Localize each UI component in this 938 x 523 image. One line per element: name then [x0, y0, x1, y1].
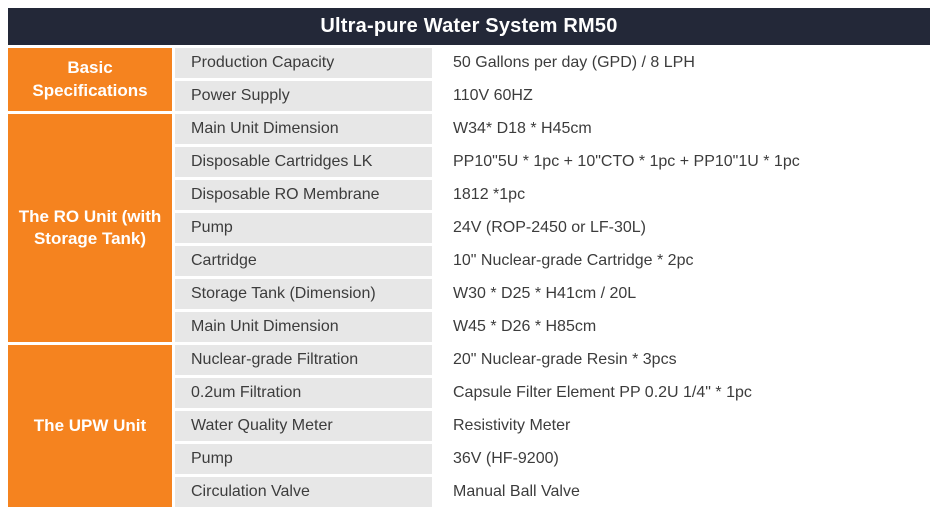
spec-label: Production Capacity	[175, 48, 432, 78]
spec-value: W34* D18 * H45cm	[432, 114, 930, 144]
group-label-basic-specifications: Basic Specifications	[8, 48, 172, 111]
spec-label: Cartridge	[175, 246, 432, 276]
spec-value: 110V 60HZ	[432, 81, 930, 111]
spec-value: 10" Nuclear-grade Cartridge * 2pc	[432, 246, 930, 276]
spec-value: Resistivity Meter	[432, 411, 930, 441]
group-rows: Nuclear-grade Filtration 20" Nuclear-gra…	[175, 345, 930, 507]
spec-label: Main Unit Dimension	[175, 114, 432, 144]
spec-label: 0.2um Filtration	[175, 378, 432, 408]
spec-value: 24V (ROP-2450 or LF-30L)	[432, 213, 930, 243]
spec-value: Capsule Filter Element PP 0.2U 1/4" * 1p…	[432, 378, 930, 408]
spec-value: PP10"5U * 1pc + 10"CTO * 1pc + PP10"1U *…	[432, 147, 930, 177]
spec-label: Storage Tank (Dimension)	[175, 279, 432, 309]
spec-label: Pump	[175, 213, 432, 243]
spec-label: Water Quality Meter	[175, 411, 432, 441]
group-rows: Production Capacity 50 Gallons per day (…	[175, 48, 930, 111]
table-row: Main Unit Dimension W45 * D26 * H85cm	[175, 312, 930, 342]
table-row: Main Unit Dimension W34* D18 * H45cm	[175, 114, 930, 144]
table-row: Disposable Cartridges LK PP10"5U * 1pc +…	[175, 147, 930, 177]
spec-label: Disposable Cartridges LK	[175, 147, 432, 177]
group-label-upw-unit: The UPW Unit	[8, 345, 172, 507]
table-row: Power Supply 110V 60HZ	[175, 81, 930, 111]
table-row: Pump 24V (ROP-2450 or LF-30L)	[175, 213, 930, 243]
spec-value: 50 Gallons per day (GPD) / 8 LPH	[432, 48, 930, 78]
spec-value: W30 * D25 * H41cm / 20L	[432, 279, 930, 309]
table-row: Cartridge 10" Nuclear-grade Cartridge * …	[175, 246, 930, 276]
spec-value: 20" Nuclear-grade Resin * 3pcs	[432, 345, 930, 375]
table-row: Water Quality Meter Resistivity Meter	[175, 411, 930, 441]
table-row: Disposable RO Membrane 1812 *1pc	[175, 180, 930, 210]
spec-label: Circulation Valve	[175, 477, 432, 507]
spec-label: Main Unit Dimension	[175, 312, 432, 342]
spec-value: 1812 *1pc	[432, 180, 930, 210]
table-row: Pump 36V (HF-9200)	[175, 444, 930, 474]
table-title: Ultra-pure Water System RM50	[8, 8, 930, 45]
spec-group-ro-unit: The RO Unit (with Storage Tank) Main Uni…	[8, 114, 930, 342]
table-row: Production Capacity 50 Gallons per day (…	[175, 48, 930, 78]
table-row: 0.2um Filtration Capsule Filter Element …	[175, 378, 930, 408]
spec-value: Manual Ball Valve	[432, 477, 930, 507]
table-row: Nuclear-grade Filtration 20" Nuclear-gra…	[175, 345, 930, 375]
spec-label: Nuclear-grade Filtration	[175, 345, 432, 375]
spec-group-upw-unit: The UPW Unit Nuclear-grade Filtration 20…	[8, 345, 930, 507]
group-label-ro-unit: The RO Unit (with Storage Tank)	[8, 114, 172, 342]
spec-group-basic-specifications: Basic Specifications Production Capacity…	[8, 48, 930, 111]
spec-table: Ultra-pure Water System RM50 Basic Speci…	[8, 8, 930, 507]
table-row: Storage Tank (Dimension) W30 * D25 * H41…	[175, 279, 930, 309]
spec-label: Power Supply	[175, 81, 432, 111]
table-row: Circulation Valve Manual Ball Valve	[175, 477, 930, 507]
spec-value: 36V (HF-9200)	[432, 444, 930, 474]
spec-label: Disposable RO Membrane	[175, 180, 432, 210]
group-rows: Main Unit Dimension W34* D18 * H45cm Dis…	[175, 114, 930, 342]
spec-value: W45 * D26 * H85cm	[432, 312, 930, 342]
spec-label: Pump	[175, 444, 432, 474]
